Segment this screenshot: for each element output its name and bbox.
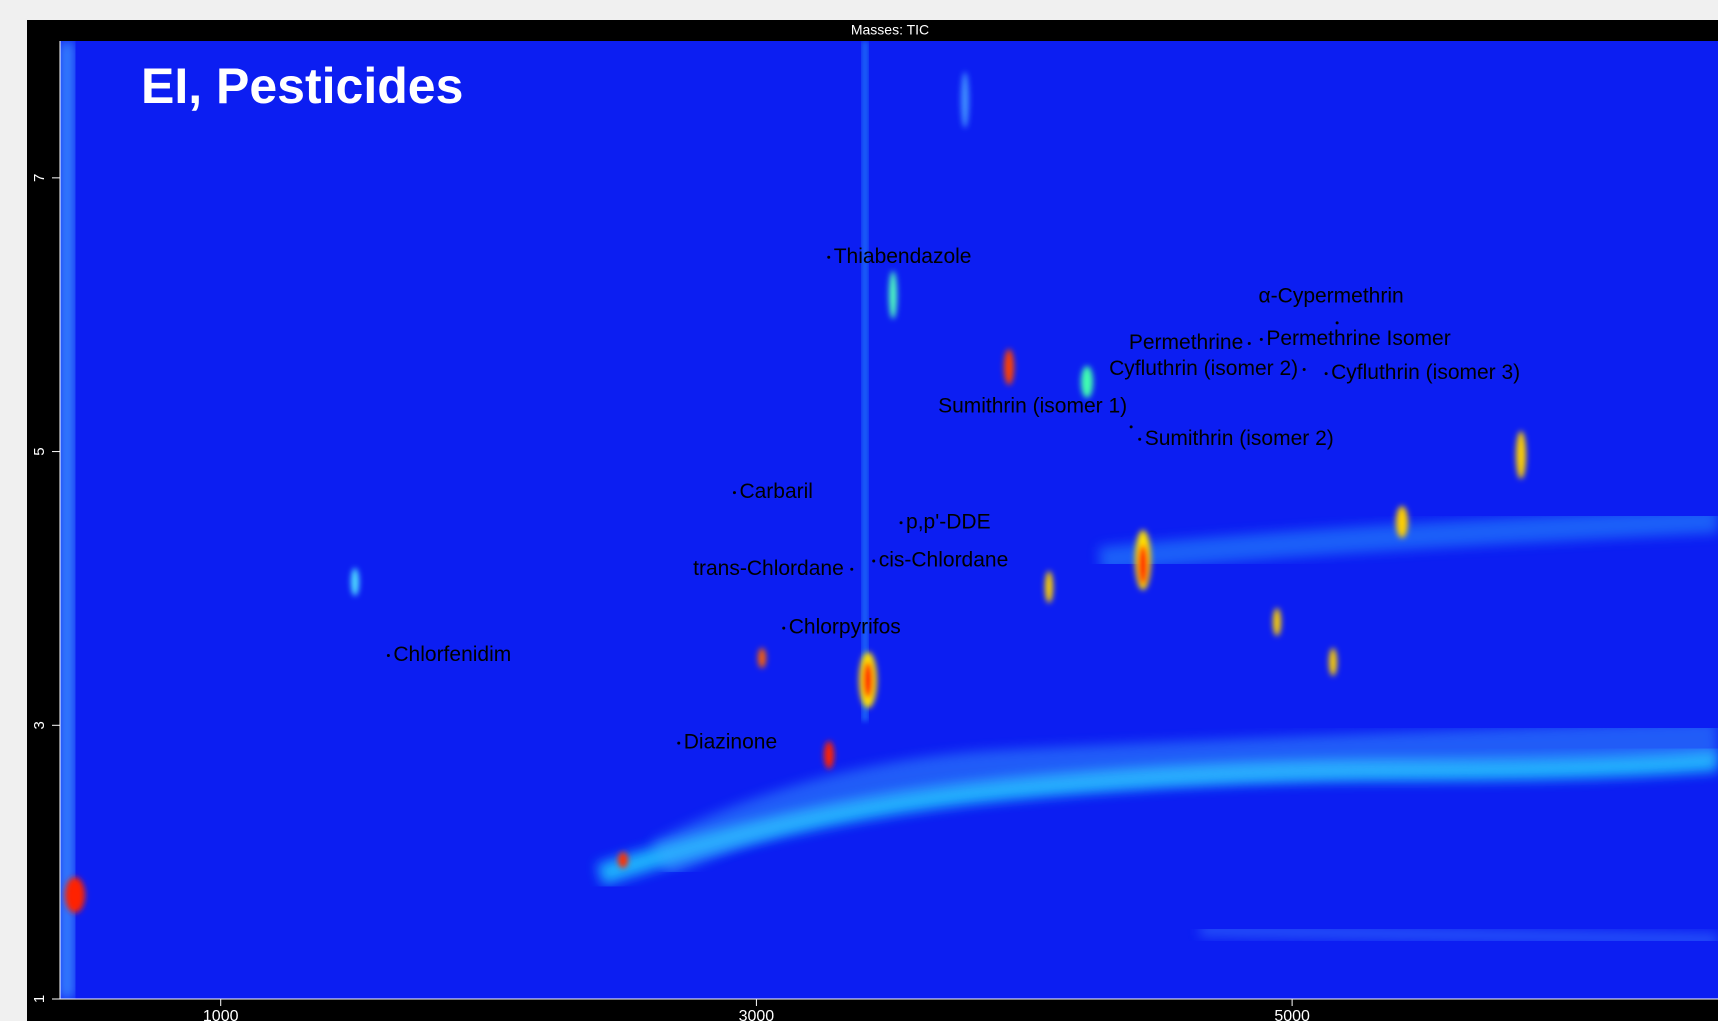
x-tick-label: 3000 bbox=[739, 1008, 775, 1021]
peak bbox=[1045, 571, 1053, 603]
point bbox=[387, 654, 390, 657]
point-label: Cyfluthrin (isomer 2) bbox=[1109, 357, 1298, 380]
point bbox=[850, 568, 853, 571]
point-label: α-Cypermethrin bbox=[1259, 284, 1404, 307]
y-tick-label: 5 bbox=[31, 447, 48, 455]
point bbox=[827, 256, 830, 259]
point-label: Sumithrin (isomer 2) bbox=[1145, 427, 1334, 450]
peak bbox=[961, 72, 969, 128]
peak bbox=[351, 568, 359, 596]
chart: Masses: TIC EI, Pesticides 1 3 5 7 1000 3000 5… bbox=[0, 0, 1718, 1021]
x-tick-label: 1000 bbox=[203, 1008, 239, 1021]
point bbox=[1248, 342, 1251, 345]
peak bbox=[758, 648, 766, 668]
point-label: Diazinone bbox=[684, 731, 777, 754]
peak bbox=[618, 852, 628, 868]
point bbox=[677, 742, 680, 745]
point-label: Carbaril bbox=[739, 480, 813, 503]
page: {"chart_data": {"type": "scatter", "subt… bbox=[0, 0, 1718, 1021]
point bbox=[872, 560, 875, 563]
peak bbox=[1081, 366, 1093, 398]
peak bbox=[1138, 545, 1148, 585]
peak bbox=[824, 741, 834, 769]
peak bbox=[1516, 431, 1526, 479]
point-label: trans-Chlordane bbox=[693, 557, 844, 580]
point-label: p,p'-DDE bbox=[906, 510, 991, 533]
point-label: Permethrine bbox=[1129, 331, 1243, 354]
chart-subtitle: Masses: TIC bbox=[851, 22, 929, 38]
point bbox=[1325, 372, 1328, 375]
peak bbox=[1273, 608, 1281, 636]
point bbox=[1130, 425, 1133, 428]
point-label: Sumithrin (isomer 1) bbox=[938, 394, 1127, 417]
point-label: Thiabendazole bbox=[834, 245, 972, 268]
y-tick-label: 7 bbox=[31, 174, 48, 182]
solvent-front bbox=[60, 41, 74, 999]
point-label: Cyfluthrin (isomer 3) bbox=[1331, 361, 1520, 384]
peak bbox=[65, 877, 85, 913]
peak bbox=[1329, 648, 1337, 676]
peak bbox=[1396, 506, 1408, 538]
x-tick-label: 5000 bbox=[1274, 1008, 1310, 1021]
point bbox=[733, 491, 736, 494]
point bbox=[1303, 368, 1306, 371]
point bbox=[782, 627, 785, 630]
point bbox=[1260, 338, 1263, 341]
point bbox=[1138, 438, 1141, 441]
peak bbox=[1004, 349, 1014, 385]
heatmap bbox=[60, 41, 1718, 999]
point-label: Permethrine Isomer bbox=[1266, 327, 1450, 350]
point-label: Chlorfenidim bbox=[393, 643, 511, 666]
point-label: Chlorpyrifos bbox=[789, 616, 901, 639]
peak bbox=[863, 662, 873, 698]
point bbox=[900, 521, 903, 524]
point bbox=[1336, 321, 1339, 324]
point-label: cis-Chlordane bbox=[879, 549, 1009, 572]
peak bbox=[889, 271, 897, 319]
y-tick-label: 3 bbox=[31, 721, 48, 729]
y-tick-label: 1 bbox=[31, 995, 48, 1003]
chart-title: EI, Pesticides bbox=[141, 58, 463, 114]
